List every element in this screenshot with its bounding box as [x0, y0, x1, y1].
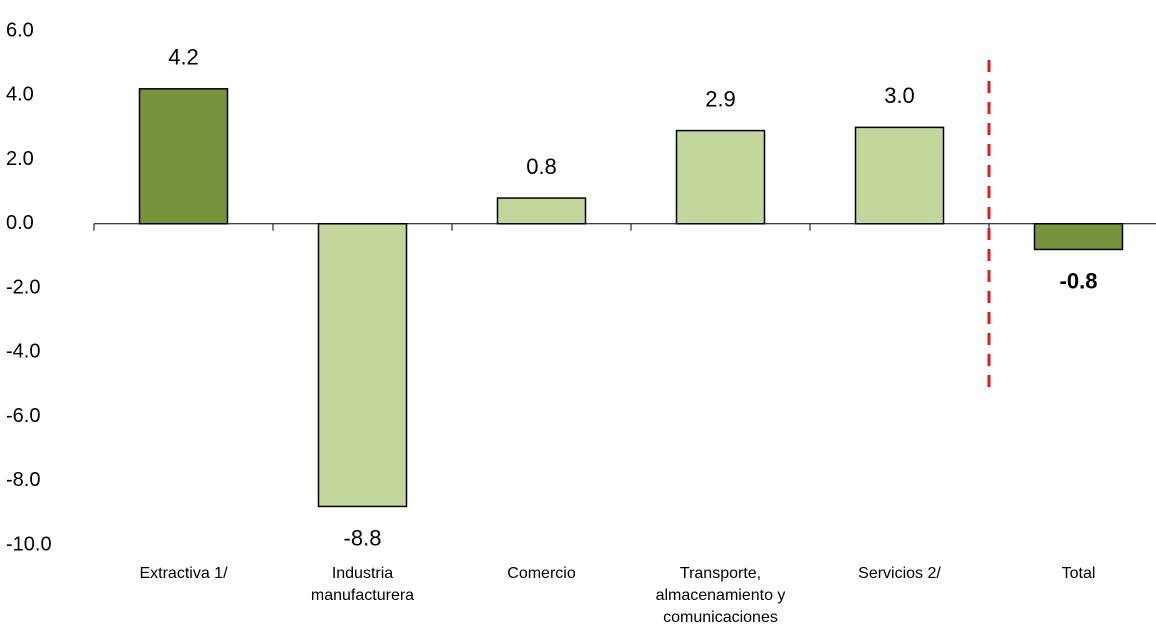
x-tick-label: Extractiva 1/ [139, 565, 228, 582]
bar [496, 197, 587, 225]
y-tick-label: -4.0 [6, 341, 40, 363]
bar [854, 126, 945, 225]
value-label: -8.8 [344, 525, 382, 550]
x-tick-label: Comercio [507, 565, 576, 582]
y-tick-label: 4.0 [6, 84, 34, 106]
y-tick-label: 6.0 [6, 19, 34, 41]
value-label: 2.9 [705, 86, 736, 111]
value-label: 3.0 [884, 83, 915, 108]
y-tick-label: -10.0 [6, 533, 52, 555]
y-tick-label: 2.0 [6, 148, 34, 170]
x-tick-label: Industria manufacturera [310, 565, 415, 604]
bar [1033, 223, 1124, 251]
y-tick-label: 0.0 [6, 212, 34, 234]
value-label: 4.2 [168, 45, 199, 70]
x-tick-label: Transporte, almacenamiento y comunicacio… [655, 565, 786, 626]
value-label: 0.8 [526, 154, 557, 179]
x-tick-label: Total [1061, 565, 1096, 582]
bar [317, 223, 408, 508]
total-value-label: -0.8 [1060, 268, 1098, 293]
x-tick-label: Servicios 2/ [858, 565, 941, 582]
bar [675, 129, 766, 225]
y-tick-label: -6.0 [6, 405, 40, 427]
y-tick-label: -2.0 [6, 276, 40, 298]
y-tick-label: -8.0 [6, 469, 40, 491]
bar [138, 88, 229, 225]
